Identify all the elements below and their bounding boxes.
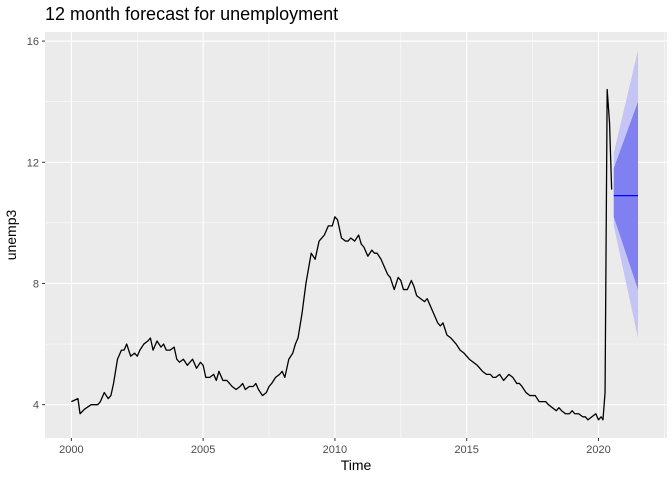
- y-tick-label: 12: [27, 157, 39, 169]
- plot-panel: [45, 32, 667, 438]
- y-tick-label: 4: [33, 400, 39, 412]
- x-tick-label: 2015: [454, 444, 478, 456]
- series-lines: [71, 88, 639, 421]
- unemployment-series-line: [71, 88, 613, 421]
- x-tick-label: 2010: [323, 444, 347, 456]
- y-tick-label: 16: [27, 36, 39, 48]
- x-tick-label: 2005: [191, 444, 215, 456]
- x-tick-label: 2000: [59, 444, 83, 456]
- major-gridlines: [45, 32, 667, 438]
- x-tick-label: 2020: [586, 444, 610, 456]
- y-axis: 4 8 12 16: [27, 36, 45, 412]
- chart-title: 12 month forecast for unemployment: [45, 4, 338, 24]
- x-axis-title: Time: [341, 457, 372, 473]
- minor-gridlines: [45, 32, 667, 438]
- x-axis: 2000 2005 2010 2015 2020: [59, 438, 611, 456]
- y-tick-label: 8: [33, 278, 39, 290]
- y-axis-title: unemp3: [3, 209, 19, 260]
